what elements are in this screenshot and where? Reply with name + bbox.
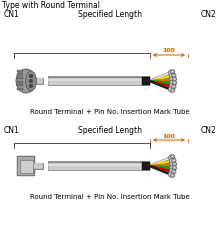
Text: Round Terminal + Pin No. Insertion Mark Tube: Round Terminal + Pin No. Insertion Mark … <box>30 194 190 200</box>
Circle shape <box>171 173 175 177</box>
Circle shape <box>172 71 174 73</box>
Ellipse shape <box>168 155 174 160</box>
Text: CN2: CN2 <box>200 10 216 19</box>
Circle shape <box>29 74 33 78</box>
Circle shape <box>172 77 177 81</box>
Ellipse shape <box>169 84 175 89</box>
Circle shape <box>173 75 175 76</box>
Bar <box>17 84 23 86</box>
Ellipse shape <box>16 69 36 93</box>
Circle shape <box>174 82 175 84</box>
Bar <box>142 77 150 85</box>
Circle shape <box>171 88 175 92</box>
Ellipse shape <box>168 70 174 75</box>
Circle shape <box>173 171 175 172</box>
Ellipse shape <box>168 172 174 177</box>
Ellipse shape <box>169 169 175 174</box>
Text: 100: 100 <box>163 134 175 138</box>
Circle shape <box>172 158 176 162</box>
Circle shape <box>174 163 175 165</box>
Bar <box>17 81 23 83</box>
Circle shape <box>174 78 175 80</box>
Circle shape <box>171 155 175 159</box>
Circle shape <box>172 174 174 176</box>
Ellipse shape <box>26 71 37 91</box>
Bar <box>17 73 23 76</box>
Circle shape <box>172 73 176 77</box>
Circle shape <box>29 79 33 83</box>
Text: Specified Length: Specified Length <box>78 126 142 135</box>
Text: 100: 100 <box>163 48 175 53</box>
Ellipse shape <box>168 87 174 92</box>
Circle shape <box>172 166 177 170</box>
Ellipse shape <box>169 158 175 163</box>
Circle shape <box>172 85 176 89</box>
Circle shape <box>172 81 177 85</box>
Ellipse shape <box>170 77 176 82</box>
Circle shape <box>172 162 177 166</box>
Text: CN1: CN1 <box>4 126 20 135</box>
Circle shape <box>172 169 176 174</box>
Ellipse shape <box>169 73 175 78</box>
Bar <box>17 77 23 79</box>
Text: CN2: CN2 <box>200 126 216 135</box>
Ellipse shape <box>170 162 176 167</box>
Circle shape <box>174 167 175 169</box>
Text: Specified Length: Specified Length <box>78 10 142 19</box>
Circle shape <box>173 86 175 88</box>
Bar <box>17 88 23 90</box>
Circle shape <box>173 159 175 161</box>
Text: Round Terminal + Pin No. Insertion Mark Tube: Round Terminal + Pin No. Insertion Mark … <box>30 109 190 115</box>
Text: Type with Round Terminal: Type with Round Terminal <box>2 1 100 10</box>
FancyBboxPatch shape <box>17 156 35 176</box>
Circle shape <box>172 156 174 158</box>
Ellipse shape <box>170 165 176 170</box>
Text: CN1: CN1 <box>4 10 20 19</box>
Circle shape <box>29 84 33 88</box>
Circle shape <box>172 89 174 91</box>
Ellipse shape <box>170 80 176 85</box>
Bar <box>142 162 150 170</box>
Bar <box>20 159 33 172</box>
Bar <box>17 70 23 72</box>
Circle shape <box>171 70 175 74</box>
